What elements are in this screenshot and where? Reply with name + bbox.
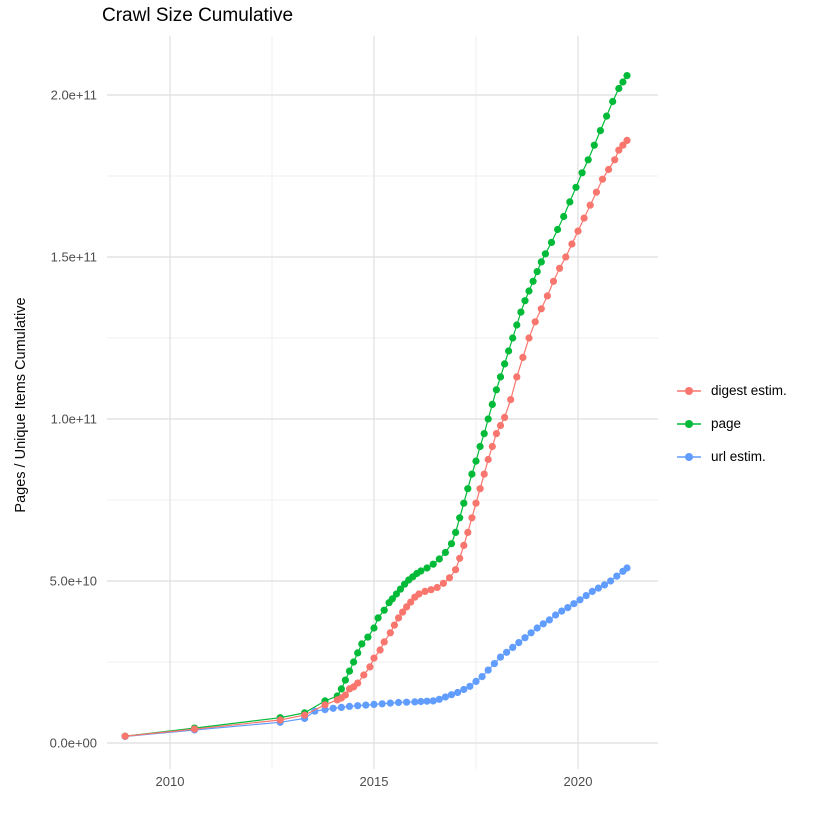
legend-item-page: page — [676, 410, 787, 437]
series-digest-estim — [121, 136, 631, 740]
series-page — [121, 72, 631, 740]
chart-title: Crawl Size Cumulative — [102, 5, 294, 26]
y-axis-labels: 0.0e+00 5.0e+10 1.0e+11 1.5e+11 2.0e+11 — [50, 88, 97, 751]
y-tick-label: 1.5e+11 — [51, 250, 97, 265]
legend-label-digest: digest estim. — [711, 383, 787, 398]
legend-key-digest-icon — [677, 386, 701, 395]
legend: digest estim. page url estim. — [676, 377, 787, 470]
series-url-estim — [121, 564, 631, 741]
legend-key-page-icon — [677, 419, 701, 428]
x-tick-label: 2015 — [360, 774, 389, 789]
y-tick-label: 5.0e+10 — [50, 574, 97, 589]
major-gridlines — [107, 36, 658, 769]
minor-gridlines — [107, 36, 658, 769]
legend-label-url: url estim. — [711, 449, 766, 464]
legend-item-digest: digest estim. — [676, 377, 787, 404]
legend-key-url-icon — [677, 452, 701, 461]
legend-label-page: page — [711, 416, 742, 431]
x-axis-labels: 2010 2015 2020 — [156, 774, 593, 789]
legend-item-url: url estim. — [676, 443, 787, 470]
x-tick-label: 2010 — [156, 774, 185, 789]
y-tick-label: 2.0e+11 — [51, 88, 97, 103]
x-tick-label: 2020 — [564, 774, 593, 789]
y-tick-label: 1.0e+11 — [51, 412, 97, 427]
y-tick-label: 0.0e+00 — [50, 736, 97, 751]
